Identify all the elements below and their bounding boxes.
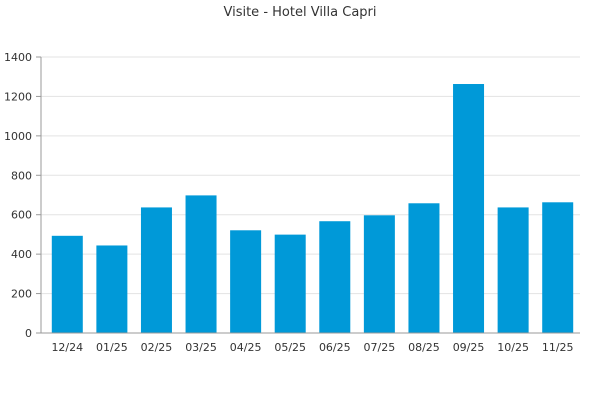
x-tick-label: 08/25 xyxy=(408,341,440,354)
bar xyxy=(185,195,217,333)
x-tick-label: 05/25 xyxy=(274,341,306,354)
x-tick-labels: 12/24 01/25 02/25 03/25 04/25 05/25 06/25 07/25… xyxy=(51,341,573,354)
bar xyxy=(542,202,574,333)
chart-title: Visite - Hotel Villa Capri xyxy=(223,5,376,20)
y-tick-label: 0 xyxy=(25,327,32,340)
x-tick-label: 07/25 xyxy=(364,341,396,354)
axes xyxy=(36,56,580,334)
bar xyxy=(274,234,306,333)
y-tick-labels: 0 200 400 600 800 1000 1200 1400 xyxy=(4,51,32,340)
y-tick-label: 200 xyxy=(11,288,32,301)
y-tick-label: 1200 xyxy=(4,90,32,103)
x-tick-label: 09/25 xyxy=(453,341,485,354)
x-tick-label: 02/25 xyxy=(141,341,173,354)
bar xyxy=(140,207,172,333)
y-tick-label: 1400 xyxy=(4,51,32,64)
gridlines xyxy=(41,56,580,295)
bar xyxy=(497,207,529,333)
x-tick-label: 06/25 xyxy=(319,341,351,354)
y-tick-label: 600 xyxy=(11,209,32,222)
y-tick-label: 1000 xyxy=(4,130,32,143)
bar xyxy=(319,221,351,333)
x-tick-label: 04/25 xyxy=(230,341,262,354)
x-tick-label: 12/24 xyxy=(51,341,83,354)
bar xyxy=(363,215,395,333)
x-tick-label: 01/25 xyxy=(96,341,128,354)
x-tick-label: 11/25 xyxy=(542,341,574,354)
y-tick-label: 800 xyxy=(11,169,32,182)
bar xyxy=(51,235,83,333)
x-tick-label: 03/25 xyxy=(185,341,217,354)
x-tick-label: 10/25 xyxy=(497,341,529,354)
bar xyxy=(96,245,128,333)
bar xyxy=(453,84,485,333)
y-tick-label: 400 xyxy=(11,248,32,261)
bars xyxy=(51,84,574,333)
bar xyxy=(408,203,440,333)
bar xyxy=(230,230,262,333)
